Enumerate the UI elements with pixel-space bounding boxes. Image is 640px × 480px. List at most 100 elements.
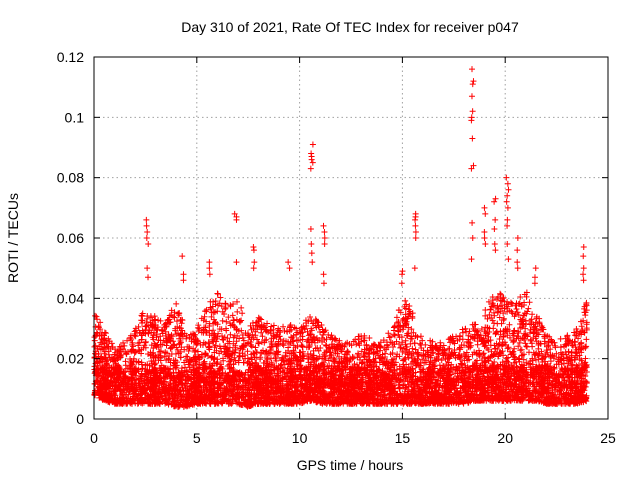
data-point bbox=[399, 317, 406, 324]
data-point bbox=[405, 324, 412, 331]
data-point bbox=[249, 320, 256, 327]
data-point bbox=[401, 303, 408, 310]
data-point bbox=[217, 345, 224, 352]
chart-title: Day 310 of 2021, Rate Of TEC Index for r… bbox=[181, 19, 519, 35]
data-point bbox=[227, 331, 234, 338]
data-point bbox=[270, 322, 277, 329]
data-point bbox=[354, 350, 361, 357]
data-point bbox=[184, 353, 191, 360]
data-point bbox=[275, 325, 282, 332]
data-point bbox=[322, 342, 329, 349]
data-point bbox=[581, 305, 588, 312]
data-point bbox=[546, 333, 553, 340]
data-point bbox=[408, 360, 415, 367]
data-point bbox=[397, 344, 404, 351]
data-point bbox=[462, 325, 469, 332]
data-point bbox=[226, 320, 233, 327]
data-point bbox=[91, 337, 98, 344]
data-point bbox=[258, 329, 265, 336]
data-point bbox=[416, 340, 423, 347]
data-point bbox=[118, 391, 125, 398]
data-point bbox=[105, 351, 112, 358]
data-point bbox=[157, 317, 164, 324]
data-point bbox=[486, 311, 493, 318]
data-point bbox=[286, 350, 293, 357]
data-point bbox=[350, 354, 357, 361]
data-point bbox=[97, 319, 104, 326]
data-point bbox=[152, 316, 159, 323]
data-point bbox=[474, 341, 481, 348]
data-point bbox=[216, 350, 223, 357]
data-point bbox=[121, 342, 128, 349]
data-point bbox=[529, 311, 536, 318]
data-point bbox=[210, 316, 217, 323]
data-point bbox=[248, 343, 255, 350]
data-point bbox=[456, 345, 463, 352]
data-point bbox=[385, 330, 392, 337]
data-point bbox=[393, 314, 400, 321]
data-point bbox=[525, 305, 532, 312]
data-point bbox=[259, 333, 266, 340]
data-point bbox=[239, 310, 246, 317]
data-point bbox=[173, 300, 180, 307]
data-point bbox=[448, 361, 455, 368]
data-point bbox=[349, 355, 356, 362]
data-point bbox=[501, 315, 508, 322]
data-point bbox=[564, 332, 571, 339]
data-point bbox=[547, 358, 554, 365]
data-point bbox=[280, 323, 287, 330]
data-point bbox=[217, 294, 224, 301]
data-point bbox=[156, 348, 163, 355]
data-point bbox=[422, 341, 429, 348]
data-point bbox=[529, 343, 536, 350]
data-point bbox=[108, 340, 115, 347]
data-point bbox=[459, 336, 466, 343]
data-point bbox=[438, 357, 445, 364]
data-point bbox=[391, 332, 398, 339]
data-point bbox=[569, 361, 576, 368]
data-point bbox=[511, 345, 518, 352]
data-point bbox=[101, 329, 108, 336]
data-point bbox=[504, 345, 511, 352]
data-point bbox=[229, 312, 236, 319]
data-point bbox=[194, 324, 201, 331]
data-point bbox=[552, 342, 559, 349]
data-point bbox=[538, 322, 545, 329]
data-point bbox=[133, 327, 140, 334]
data-point bbox=[417, 333, 424, 340]
data-point bbox=[445, 345, 452, 352]
data-point bbox=[173, 318, 180, 325]
data-point bbox=[177, 348, 184, 355]
data-point bbox=[557, 344, 564, 351]
data-point bbox=[94, 316, 101, 323]
data-point bbox=[358, 348, 365, 355]
data-point bbox=[135, 359, 142, 366]
data-point bbox=[103, 361, 110, 368]
data-point bbox=[263, 336, 270, 343]
data-point bbox=[229, 382, 236, 389]
data-point bbox=[519, 352, 526, 359]
data-point bbox=[336, 337, 343, 344]
data-point bbox=[266, 344, 273, 351]
data-point bbox=[523, 343, 530, 350]
data-point bbox=[128, 374, 135, 381]
data-point bbox=[578, 339, 585, 346]
data-point bbox=[293, 325, 300, 332]
data-point bbox=[547, 346, 554, 353]
data-point bbox=[124, 337, 131, 344]
data-point bbox=[583, 336, 590, 343]
data-points bbox=[91, 66, 590, 410]
data-point bbox=[578, 323, 585, 330]
data-point bbox=[350, 338, 357, 345]
data-point bbox=[516, 339, 523, 346]
data-point bbox=[122, 362, 129, 369]
data-point bbox=[578, 318, 585, 325]
data-point bbox=[132, 349, 139, 356]
data-point bbox=[502, 341, 509, 348]
data-point bbox=[582, 312, 589, 319]
data-point bbox=[279, 341, 286, 348]
data-point bbox=[196, 361, 203, 368]
data-point bbox=[473, 357, 480, 364]
data-point bbox=[391, 331, 398, 338]
data-point bbox=[230, 317, 237, 324]
